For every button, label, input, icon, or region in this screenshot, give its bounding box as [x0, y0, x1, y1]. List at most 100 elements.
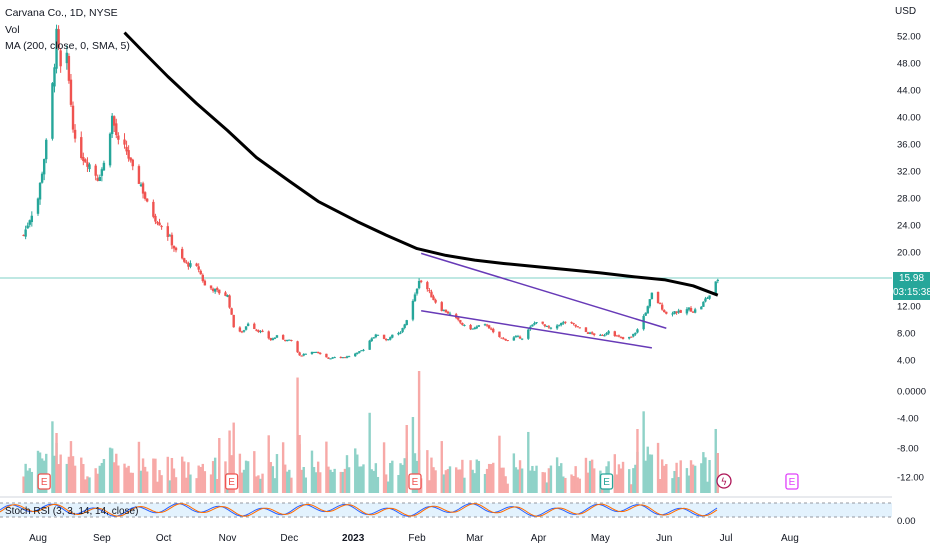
volume-bar	[360, 466, 363, 493]
candle-body	[603, 335, 606, 337]
volume-bar	[316, 461, 320, 493]
volume-bar	[617, 464, 621, 493]
price-tick-label: 12.00	[897, 302, 921, 313]
last-price-tag: 15.98	[893, 272, 930, 286]
volume-bar	[100, 463, 104, 493]
candle-body	[65, 52, 69, 64]
volume-bar	[588, 460, 592, 493]
candle-body	[226, 295, 229, 297]
candle-body	[677, 310, 680, 313]
volume-bar	[246, 461, 250, 493]
candle-body	[572, 322, 575, 324]
earnings-marker-label: E	[228, 477, 235, 488]
volume-bar	[448, 466, 452, 493]
candle-body	[302, 354, 305, 356]
candle-body	[527, 329, 530, 339]
volume-bar	[288, 469, 291, 493]
candle-body	[345, 356, 349, 358]
candle-body	[399, 332, 402, 334]
oscillator-tick-label: -4.00	[897, 414, 919, 425]
candle-body	[473, 327, 476, 330]
stoch-rsi-legend[interactable]: Stoch RSI (3, 3, 14, 14, close)	[5, 506, 139, 517]
candle-body	[391, 334, 394, 338]
volume-bar	[174, 477, 178, 493]
volume-bar	[203, 471, 207, 493]
ma-legend[interactable]: MA (200, close, 0, SMA, 5)	[5, 40, 130, 52]
candle-body	[370, 338, 373, 342]
candle-body	[663, 310, 666, 313]
candle-body	[498, 331, 501, 338]
candle-body	[273, 337, 277, 339]
volume-bar	[82, 464, 85, 493]
volume-bar	[131, 472, 134, 493]
volume-bar	[634, 464, 637, 493]
volume-bar	[506, 483, 509, 493]
candle-body	[428, 290, 431, 292]
volume-bar	[319, 472, 322, 493]
candle-body	[362, 349, 365, 351]
volume-bar	[446, 469, 450, 493]
candle-body	[543, 324, 546, 326]
candle-body	[115, 123, 118, 136]
stoch-rsi-pane	[0, 496, 892, 518]
candle-body	[288, 339, 291, 341]
volume-bar	[708, 460, 711, 493]
candle-body	[42, 159, 46, 175]
volume-bar	[547, 468, 551, 493]
volume-bar	[397, 475, 400, 493]
time-axis-label: Jul	[720, 533, 733, 544]
volume-bar	[704, 457, 707, 493]
volume-bar	[53, 455, 56, 493]
candle-body	[714, 281, 717, 295]
price-tick-label: 36.00	[897, 140, 921, 151]
symbol-legend[interactable]: Carvana Co., 1D, NYSE	[5, 7, 118, 19]
volume-bar	[555, 457, 559, 493]
candle-body	[693, 309, 697, 313]
candle-body	[601, 334, 604, 336]
volume-bar	[471, 469, 474, 493]
volume-bar	[84, 479, 87, 493]
candle-body	[673, 311, 676, 315]
candle-body	[331, 357, 334, 359]
volume-bar	[201, 463, 204, 493]
candle-body	[426, 282, 429, 290]
volume-bar	[382, 442, 386, 493]
volume-bar	[706, 481, 709, 493]
volume-bar	[154, 458, 157, 493]
candle-body	[51, 83, 54, 139]
volume-bar	[642, 411, 645, 493]
candle-body	[108, 133, 112, 166]
volume-bar	[129, 472, 132, 493]
volume-bar	[347, 467, 351, 493]
price-tick-label: 52.00	[897, 32, 921, 43]
candle-body	[584, 327, 588, 332]
volume-bar	[570, 474, 573, 493]
candle-body	[152, 201, 155, 217]
candle-body	[440, 302, 443, 311]
volume-bar	[384, 474, 388, 493]
candle-body	[244, 326, 248, 330]
candle-body	[98, 177, 101, 182]
volume-bar	[300, 469, 303, 493]
volume-bar	[714, 428, 717, 493]
volume-bar	[463, 477, 466, 493]
volume-bar	[434, 470, 437, 493]
earnings-marker-label: E	[603, 477, 610, 488]
candle-body	[648, 299, 652, 307]
candle-body	[71, 105, 75, 130]
volume-bar	[113, 462, 116, 493]
candle-body	[59, 50, 62, 67]
volume-bar	[257, 475, 260, 493]
volume-bar	[94, 468, 97, 493]
stoch-d-line	[0, 503, 718, 517]
volume-legend[interactable]: Vol	[5, 24, 20, 36]
candle-body	[506, 340, 509, 342]
currency-label[interactable]: USD	[895, 6, 917, 17]
volume-bar	[108, 447, 112, 493]
volume-bar	[389, 463, 392, 493]
volume-bar	[284, 464, 287, 493]
volume-bar	[302, 466, 305, 493]
oscillator-tick-label: -12.00	[897, 473, 924, 484]
candle-body	[621, 337, 625, 339]
candle-body	[296, 341, 299, 353]
